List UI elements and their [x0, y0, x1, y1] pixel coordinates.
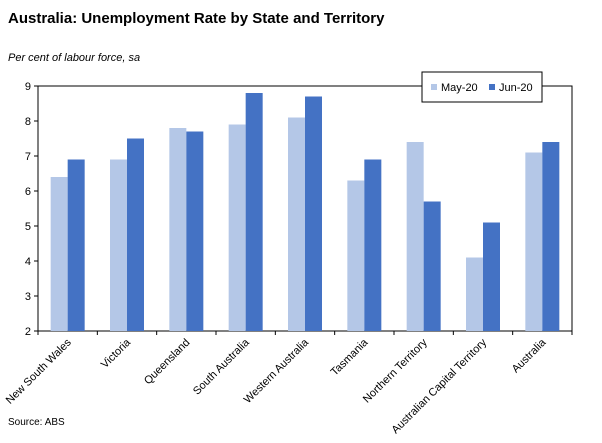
x-tick-label: South Australia	[191, 336, 252, 397]
y-tick-label: 3	[25, 291, 31, 303]
y-tick-label: 7	[25, 151, 31, 163]
bar-jun-20	[305, 96, 322, 331]
y-tick-label: 5	[25, 221, 31, 233]
bar-jun-20	[364, 159, 382, 331]
legend-box	[421, 71, 543, 103]
x-tick-label: Northern Territory	[361, 336, 430, 405]
y-tick-label: 2	[25, 326, 31, 338]
y-tick-label: 6	[25, 186, 31, 198]
bar-jun-20	[67, 159, 85, 331]
bar-jun-20	[245, 93, 263, 331]
bar-may-20	[466, 257, 483, 331]
bar-jun-20	[542, 142, 560, 331]
x-tick-label: Tasmania	[329, 336, 371, 378]
bar-may-20	[347, 180, 365, 331]
x-tick-label: Australia	[510, 336, 549, 375]
bar-may-20	[525, 152, 543, 331]
y-tick-label: 8	[25, 116, 31, 128]
chart-legend: May-20 Jun-20	[421, 71, 543, 103]
bar-may-20	[288, 117, 305, 331]
bar-jun-20	[483, 222, 500, 331]
legend-swatch	[431, 84, 437, 90]
x-tick-label: New South Wales	[4, 336, 74, 406]
bar-may-20	[169, 128, 187, 331]
y-tick-label: 9	[25, 81, 31, 93]
bar-jun-20	[127, 138, 144, 331]
bar-may-20	[50, 177, 68, 331]
bar-may-20	[228, 124, 246, 331]
x-tick-label: Queensland	[142, 337, 192, 387]
x-tick-label: Victoria	[99, 336, 134, 371]
legend-label: May-20	[441, 82, 478, 94]
chart-bars	[50, 93, 560, 331]
chart-title: Australia: Unemployment Rate by State an…	[8, 10, 385, 27]
bar-jun-20	[423, 201, 441, 331]
source-note: Source: ABS	[8, 417, 65, 428]
legend-label: Jun-20	[499, 82, 533, 94]
bar-jun-20	[186, 131, 204, 331]
chart-subtitle: Per cent of labour force, sa	[8, 52, 141, 64]
x-tick-label: Western Australia	[242, 336, 312, 406]
legend-swatch	[489, 84, 495, 90]
y-tick-label: 4	[25, 256, 31, 268]
bar-may-20	[110, 159, 127, 331]
bar-may-20	[406, 142, 424, 331]
x-tick-label: Australian Capital Territory	[390, 336, 490, 436]
